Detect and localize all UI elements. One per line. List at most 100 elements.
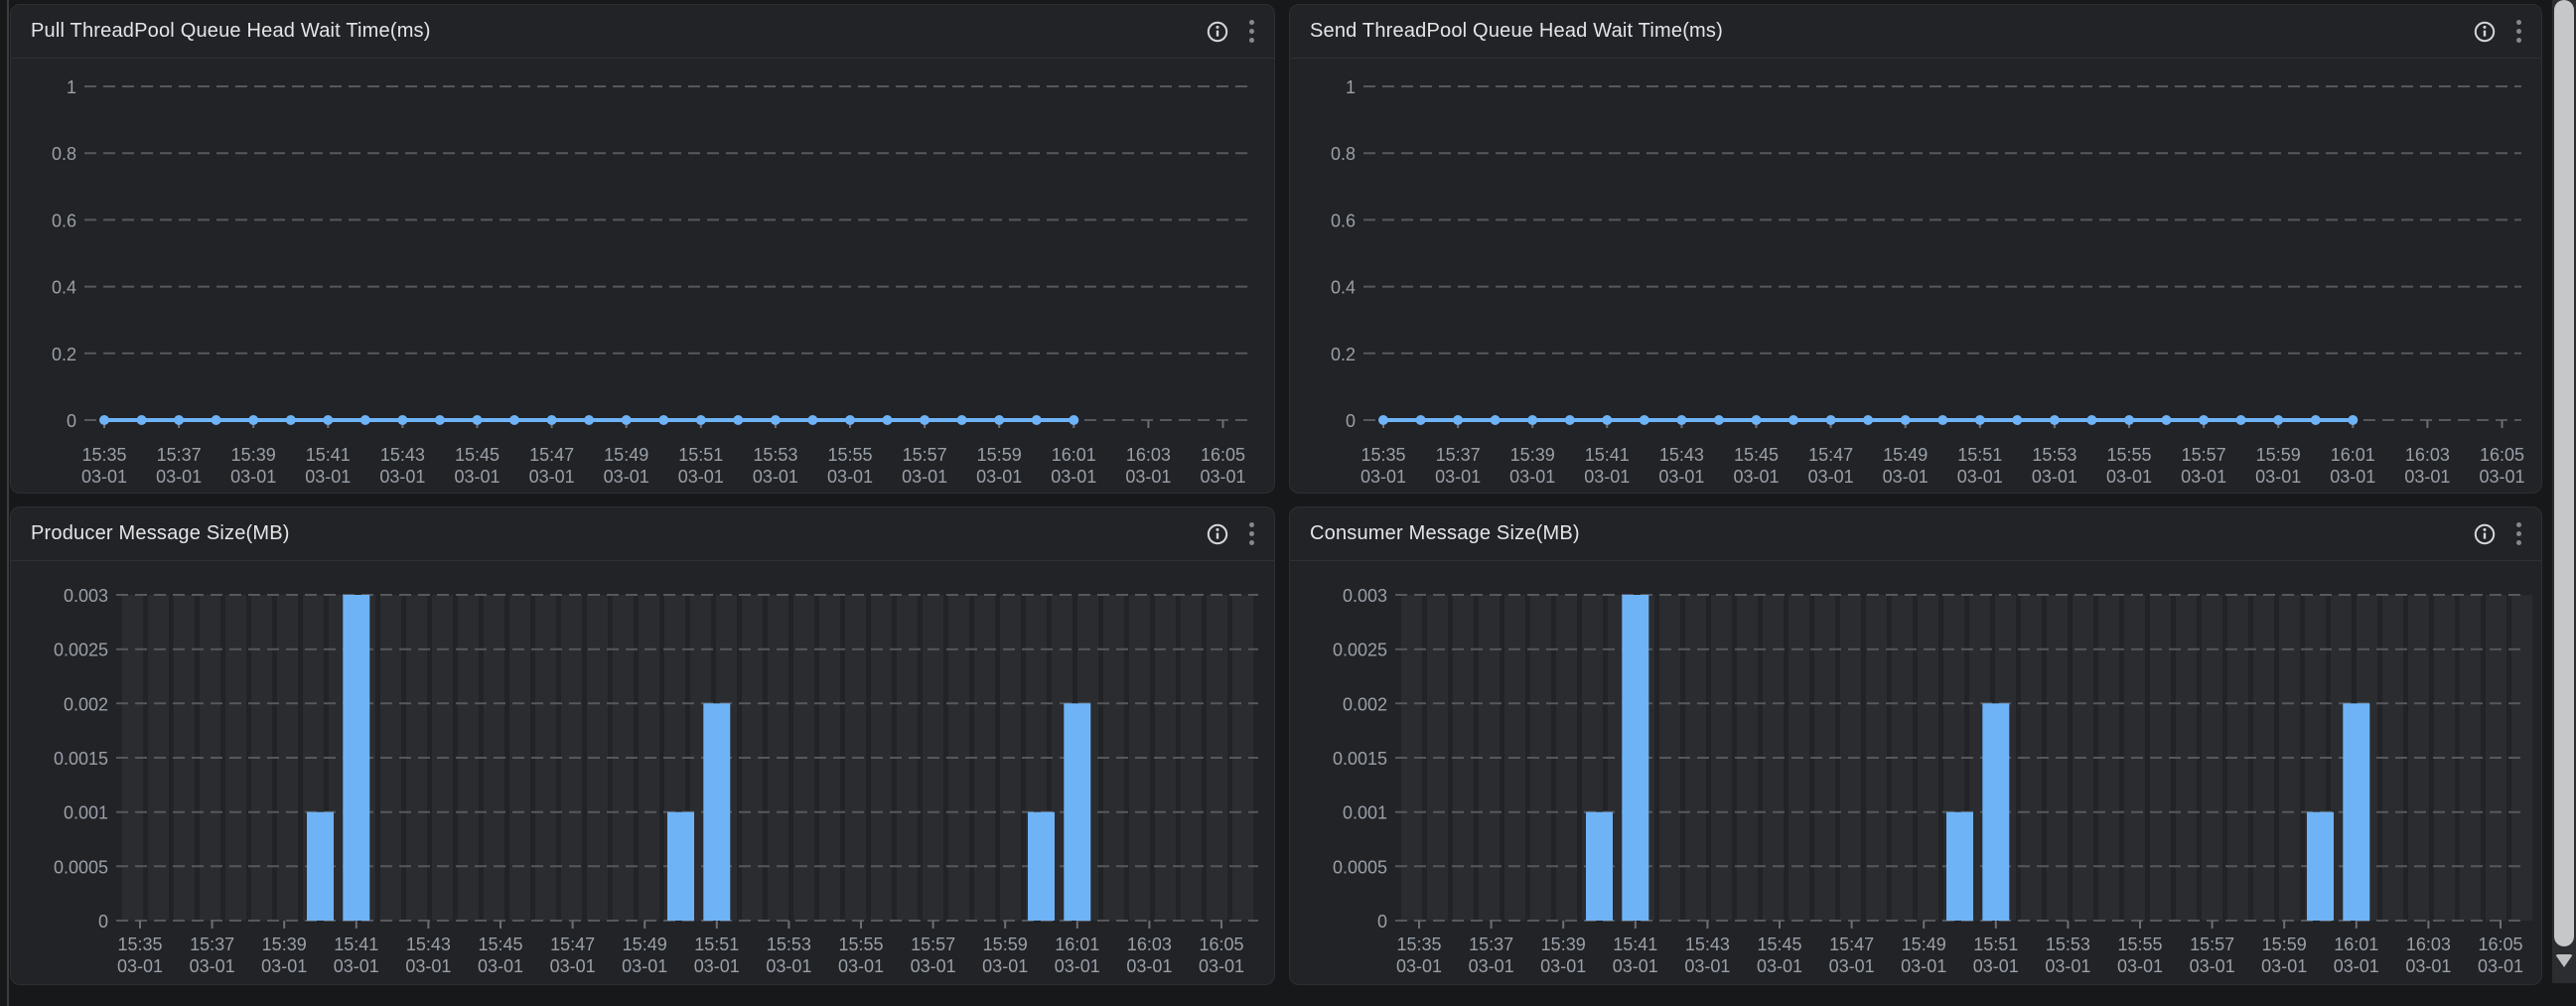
data-point <box>2199 415 2210 425</box>
kebab-menu-icon[interactable] <box>2514 520 2523 547</box>
svg-text:15:35: 15:35 <box>1396 934 1441 954</box>
data-point <box>1900 415 1911 425</box>
svg-text:03-01: 03-01 <box>1733 467 1779 487</box>
svg-text:03-01: 03-01 <box>1540 956 1586 976</box>
bar-chart-canvas[interactable]: 0 0.0005 0.001 0.0015 0.002 0.0025 0.003 15:35 0… <box>1290 562 2541 984</box>
svg-text:03-01: 03-01 <box>2478 956 2523 976</box>
svg-text:0.2: 0.2 <box>1331 345 1356 364</box>
svg-text:03-01: 03-01 <box>1684 956 1730 976</box>
kebab-menu-icon[interactable] <box>1247 520 1256 547</box>
scrollbar-thumb[interactable] <box>2554 0 2574 946</box>
svg-text:0.4: 0.4 <box>1331 278 1356 298</box>
scrollbar-down-arrow-icon[interactable] <box>2555 954 2573 967</box>
svg-text:15:51: 15:51 <box>1973 934 2018 954</box>
svg-text:15:35: 15:35 <box>1360 445 1405 465</box>
svg-text:15:39: 15:39 <box>262 934 307 954</box>
svg-text:15:47: 15:47 <box>550 934 595 954</box>
data-point <box>1031 415 1042 425</box>
svg-text:0.003: 0.003 <box>64 586 108 606</box>
background-stripe <box>2382 595 2403 921</box>
svg-text:15:53: 15:53 <box>2032 445 2076 465</box>
svg-text:15:57: 15:57 <box>903 445 947 465</box>
panel-header: Producer Message Size(MB) <box>11 507 1274 561</box>
background-stripe <box>458 595 479 921</box>
bar-chart-canvas[interactable]: 0 0.0005 0.001 0.0015 0.002 0.0025 0.003 15:35 0… <box>11 562 1274 984</box>
svg-text:0.0025: 0.0025 <box>1333 641 1387 660</box>
svg-text:15:53: 15:53 <box>753 445 797 465</box>
svg-text:03-01: 03-01 <box>1584 467 1630 487</box>
svg-text:03-01: 03-01 <box>156 467 202 487</box>
svg-text:15:45: 15:45 <box>478 934 522 954</box>
svg-text:03-01: 03-01 <box>1360 467 1406 487</box>
svg-text:0.0005: 0.0005 <box>1333 857 1387 877</box>
info-icon[interactable] <box>1206 20 1229 44</box>
panel-header: Send ThreadPool Queue Head Wait Time(ms) <box>1290 5 2541 59</box>
svg-text:03-01: 03-01 <box>1658 467 1704 487</box>
svg-text:03-01: 03-01 <box>1957 467 2003 487</box>
info-icon[interactable] <box>2473 20 2497 44</box>
data-point <box>99 415 109 425</box>
line-chart-canvas[interactable]: 0 0.2 0.4 0.6 0.8 1 15:35 03-01 15:37 03-01 15:39 0… <box>11 60 1274 493</box>
svg-text:03-01: 03-01 <box>2405 956 2451 976</box>
vertical-scrollbar[interactable] <box>2552 0 2576 983</box>
data-point <box>2124 415 2134 425</box>
svg-text:15:55: 15:55 <box>827 445 872 465</box>
kebab-menu-icon[interactable] <box>2514 18 2523 45</box>
svg-text:03-01: 03-01 <box>1613 956 1658 976</box>
svg-text:15:43: 15:43 <box>1685 934 1730 954</box>
svg-text:03-01: 03-01 <box>911 956 956 976</box>
svg-text:15:45: 15:45 <box>1757 934 1801 954</box>
svg-text:03-01: 03-01 <box>766 956 811 976</box>
data-point <box>434 415 445 425</box>
background-stripe <box>897 595 918 921</box>
svg-text:03-01: 03-01 <box>529 467 575 487</box>
panel-send-threadpool-wait-time: Send ThreadPool Queue Head Wait Time(ms)… <box>1289 4 2542 494</box>
data-point <box>2161 415 2172 425</box>
info-icon[interactable] <box>2473 522 2497 546</box>
background-stripe <box>948 595 969 921</box>
svg-text:0: 0 <box>98 912 108 932</box>
svg-text:03-01: 03-01 <box>379 467 425 487</box>
svg-text:15:49: 15:49 <box>1902 934 1946 954</box>
kebab-menu-icon[interactable] <box>1247 18 1256 45</box>
bar <box>1586 811 1613 921</box>
data-point <box>658 415 669 425</box>
svg-text:0.2: 0.2 <box>52 345 76 364</box>
data-point <box>1639 415 1649 425</box>
svg-text:15:41: 15:41 <box>334 934 378 954</box>
svg-text:03-01: 03-01 <box>2181 467 2226 487</box>
bar <box>703 703 731 921</box>
svg-text:15:53: 15:53 <box>2046 934 2090 954</box>
panel-pull-threadpool-wait-time: Pull ThreadPool Queue Head Wait Time(ms)… <box>10 4 1275 494</box>
svg-text:15:45: 15:45 <box>1734 445 1779 465</box>
background-stripe <box>1530 595 1551 921</box>
bar <box>307 811 334 921</box>
svg-text:15:47: 15:47 <box>529 445 574 465</box>
svg-text:03-01: 03-01 <box>190 956 235 976</box>
background-stripe <box>1685 595 1706 921</box>
data-point <box>211 415 221 425</box>
bar <box>1622 595 1649 921</box>
bar <box>343 595 370 921</box>
data-point <box>1863 415 1874 425</box>
svg-text:15:43: 15:43 <box>380 445 425 465</box>
background-stripe <box>1814 595 1835 921</box>
data-point <box>584 415 595 425</box>
background-stripe <box>1181 595 1202 921</box>
line-chart-canvas[interactable]: 0 0.2 0.4 0.6 0.8 1 15:35 03-01 15:37 03-01 15:39 0… <box>1290 60 2541 493</box>
svg-text:03-01: 03-01 <box>261 956 307 976</box>
background-stripe <box>2460 595 2481 921</box>
svg-text:03-01: 03-01 <box>1051 467 1096 487</box>
svg-text:03-01: 03-01 <box>2106 467 2152 487</box>
info-icon[interactable] <box>1206 522 1229 546</box>
data-point <box>397 415 408 425</box>
bar <box>1946 811 1973 921</box>
svg-text:03-01: 03-01 <box>694 956 740 976</box>
data-point <box>359 415 370 425</box>
svg-text:03-01: 03-01 <box>1126 956 1172 976</box>
svg-text:03-01: 03-01 <box>2261 956 2307 976</box>
svg-text:0.002: 0.002 <box>1343 694 1387 714</box>
panel-header: Pull ThreadPool Queue Head Wait Time(ms) <box>11 5 1274 59</box>
data-point <box>1564 415 1575 425</box>
data-point <box>136 415 147 425</box>
